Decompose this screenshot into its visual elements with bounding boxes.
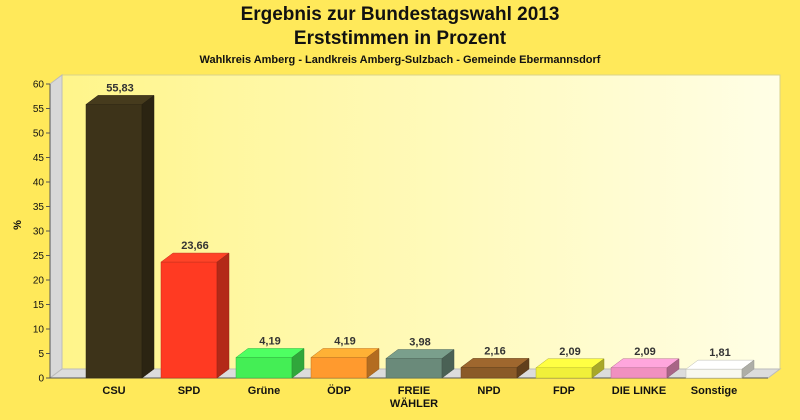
y-tick-label: 35 (33, 202, 45, 213)
bar--dp (310, 357, 368, 379)
y-tick-label: 45 (33, 153, 45, 164)
value-label-npd: 2,16 (484, 345, 505, 357)
bar-side-csu (141, 94, 155, 379)
bar-freie-w-hler (385, 358, 443, 379)
bar-die-linke (610, 367, 668, 379)
y-axis-label: % (12, 220, 24, 230)
y-tick-label: 15 (33, 300, 45, 311)
category-label-spd: SPD (178, 385, 201, 397)
y-tick-label: 60 (33, 80, 45, 91)
category-label-gr-ne: Grüne (248, 385, 280, 397)
value-label-sonstige: 1,81 (709, 347, 730, 359)
bar-fdp (535, 367, 593, 379)
value-label-csu: 55,83 (106, 82, 134, 94)
bar-side-npd (516, 357, 530, 379)
value-label-gr-ne: 4,19 (259, 335, 280, 347)
category-label-npd: NPD (477, 385, 500, 397)
plot-side-wall (49, 74, 63, 379)
category-label-csu: CSU (102, 385, 125, 397)
category-label-freie-w-hler: FREIE WÄHLER (390, 385, 438, 410)
y-tick-label: 25 (33, 251, 45, 262)
category-label-sonstige: Sonstige (691, 385, 737, 397)
bar-gr-ne (235, 357, 293, 379)
value-label-freie-w-hler: 3,98 (409, 336, 430, 348)
bar-side-freie-w-hler (441, 348, 455, 379)
value-label-spd: 23,66 (181, 240, 209, 252)
y-tick-label: 20 (33, 276, 45, 287)
bar-sonstige (685, 368, 743, 379)
value-label-fdp: 2,09 (559, 346, 580, 358)
bar-spd (160, 261, 218, 379)
bar-side--dp (366, 347, 380, 379)
y-tick-label: 0 (38, 374, 44, 385)
bar-side-gr-ne (291, 347, 305, 379)
bar-side-fdp (591, 358, 605, 379)
y-tick-label: 10 (33, 325, 45, 336)
chart-subtitle: Wahlkreis Amberg - Landkreis Amberg-Sulz… (199, 54, 601, 66)
y-tick-label: 50 (33, 129, 45, 140)
y-tick-label: 30 (33, 227, 45, 238)
y-tick-label: 55 (33, 104, 45, 115)
y-tick-label: 5 (38, 349, 44, 360)
y-tick-label: 40 (33, 178, 45, 189)
chart-title: Ergebnis zur Bundestagswahl 2013 (240, 4, 560, 25)
value-label-die-linke: 2,09 (634, 346, 655, 358)
chart-title-line2: Erststimmen in Prozent (293, 28, 507, 49)
category-label-fdp: FDP (553, 385, 575, 397)
category-label-die-linke: DIE LINKE (612, 385, 666, 397)
bar-side-die-linke (666, 358, 680, 379)
value-label--dp: 4,19 (334, 335, 355, 347)
bar-side-spd (216, 252, 230, 379)
bar-side-sonstige (741, 359, 755, 379)
bar-csu (85, 104, 143, 379)
category-label--dp: ÖDP (327, 384, 351, 397)
bar-npd (460, 367, 518, 379)
